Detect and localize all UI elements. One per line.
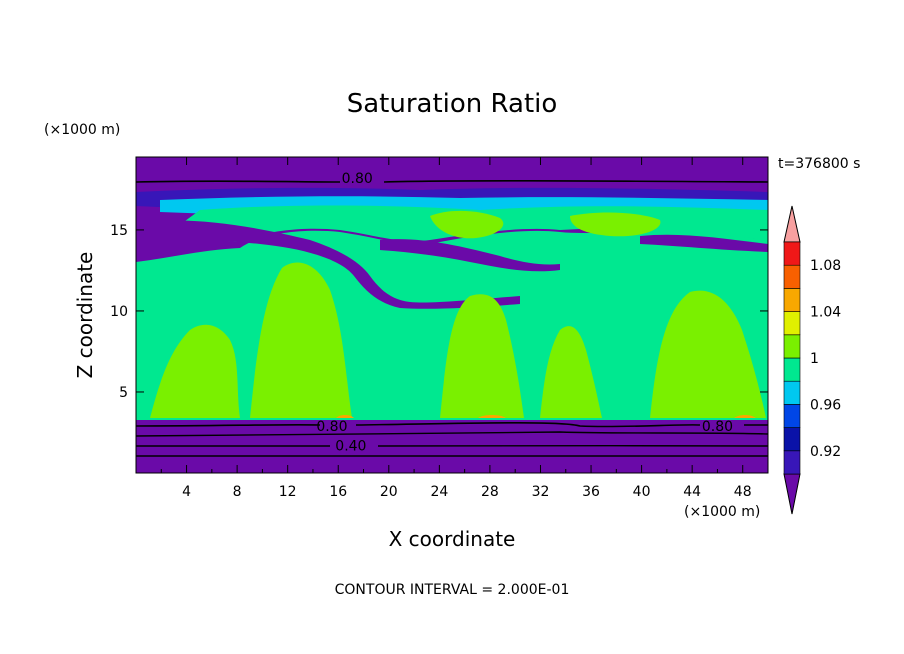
y-tick-label: 5 xyxy=(119,385,128,401)
colorbar-over-triangle xyxy=(783,205,801,243)
x-axis-label: X coordinate xyxy=(389,527,516,551)
colorbar-swatch xyxy=(783,288,801,312)
colorbar-swatch xyxy=(783,357,801,382)
colorbar-label: 0.92 xyxy=(810,444,841,460)
colorbar: 0.92 0.96 1 1.04 1.08 xyxy=(783,205,841,515)
lightgreen-plume-2 xyxy=(250,262,352,418)
contour-line-lower-1 xyxy=(136,421,768,428)
contour-label: 0.40 xyxy=(335,438,366,454)
y-axis-label: Z coordinate xyxy=(73,252,97,379)
lightgreen-plume-3 xyxy=(440,294,524,418)
x-tick-label: 40 xyxy=(633,484,651,500)
y-unit-label: (×1000 m) xyxy=(44,122,120,138)
x-tick-label: 24 xyxy=(430,484,448,500)
colorbar-swatch xyxy=(783,380,801,405)
chart-title: Saturation Ratio xyxy=(347,89,558,119)
x-tick-label: 28 xyxy=(481,484,499,500)
colorbar-swatch xyxy=(783,404,801,428)
time-label: t=376800 s xyxy=(778,156,860,172)
colorbar-swatch xyxy=(783,334,801,359)
contour-line-upper xyxy=(136,180,768,183)
plot-area xyxy=(136,157,768,473)
colorbar-swatch xyxy=(783,264,801,289)
contour-label: 0.80 xyxy=(316,419,347,435)
y-ticks: 5 10 15 xyxy=(110,223,768,401)
contour-labels: 0.80 0.80 0.40 0.80 xyxy=(316,171,733,454)
colorbar-swatch xyxy=(783,450,801,475)
x-tick-label: 16 xyxy=(329,484,347,500)
contour-line-lower-2 xyxy=(136,431,768,437)
x-tick-label: 12 xyxy=(279,484,297,500)
x-tick-label: 44 xyxy=(683,484,701,500)
lower-violet-layer xyxy=(136,422,768,473)
lightgreen-plume-4 xyxy=(540,326,602,418)
violet-streak-mid xyxy=(380,239,560,272)
x-tick-label: 32 xyxy=(532,484,550,500)
lightgreen-plume-5 xyxy=(650,290,766,418)
lightgreen-cloud-top xyxy=(430,210,504,239)
colorbar-swatch xyxy=(783,241,801,266)
x-tick-label: 36 xyxy=(582,484,600,500)
contour-label: 0.80 xyxy=(702,419,733,435)
colorbar-under-triangle xyxy=(783,473,801,515)
colorbar-swatch xyxy=(783,311,801,336)
x-tick-label: 4 xyxy=(182,484,191,500)
x-tick-label: 48 xyxy=(734,484,752,500)
x-tick-label: 8 xyxy=(233,484,242,500)
plot-frame xyxy=(135,156,769,474)
x-ticks: 4 8 12 16 20 24 28 32 36 40 44 48 xyxy=(160,157,752,500)
contour-label: 0.80 xyxy=(342,171,373,187)
colorbar-label: 1.08 xyxy=(810,258,841,274)
x-tick-label: 20 xyxy=(380,484,398,500)
contour-interval-footer: CONTOUR INTERVAL = 2.000E-01 xyxy=(335,582,570,598)
x-unit-label: (×1000 m) xyxy=(684,504,760,520)
y-tick-label: 15 xyxy=(110,223,128,239)
lightgreen-plume-1 xyxy=(150,324,240,418)
y-tick-label: 10 xyxy=(110,304,128,320)
colorbar-label: 1.04 xyxy=(810,305,841,321)
colorbar-label: 0.96 xyxy=(810,397,841,413)
colorbar-swatch xyxy=(783,427,801,452)
lightgreen-cloud-top-2 xyxy=(570,212,661,237)
colorbar-label: 1 xyxy=(810,351,819,367)
violet-streak-right xyxy=(640,234,768,252)
